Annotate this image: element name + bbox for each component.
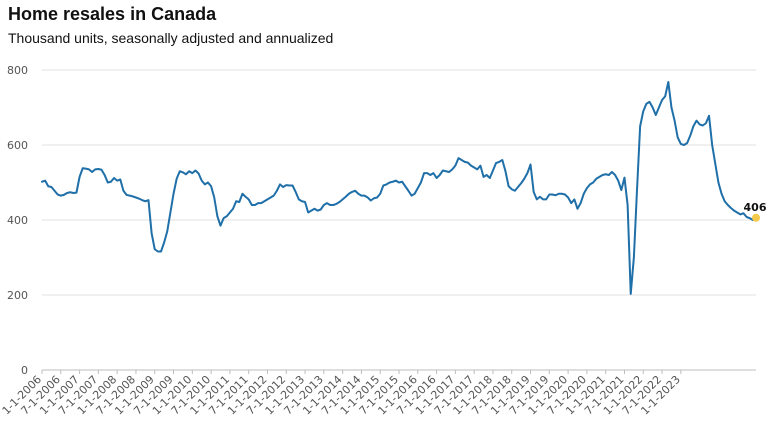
- y-tick-label: 400: [7, 214, 28, 227]
- chart-title: Home resales in Canada: [8, 4, 217, 24]
- y-tick-label: 600: [7, 139, 28, 152]
- end-value-label: 406: [744, 201, 767, 214]
- end-point-marker: [752, 213, 760, 222]
- y-tick-label: 800: [7, 64, 28, 77]
- chart-subtitle: Thousand units, seasonally adjusted and …: [8, 30, 334, 46]
- series-line: [41, 81, 757, 295]
- y-tick-label: 0: [21, 364, 28, 377]
- y-tick-label: 200: [7, 289, 28, 302]
